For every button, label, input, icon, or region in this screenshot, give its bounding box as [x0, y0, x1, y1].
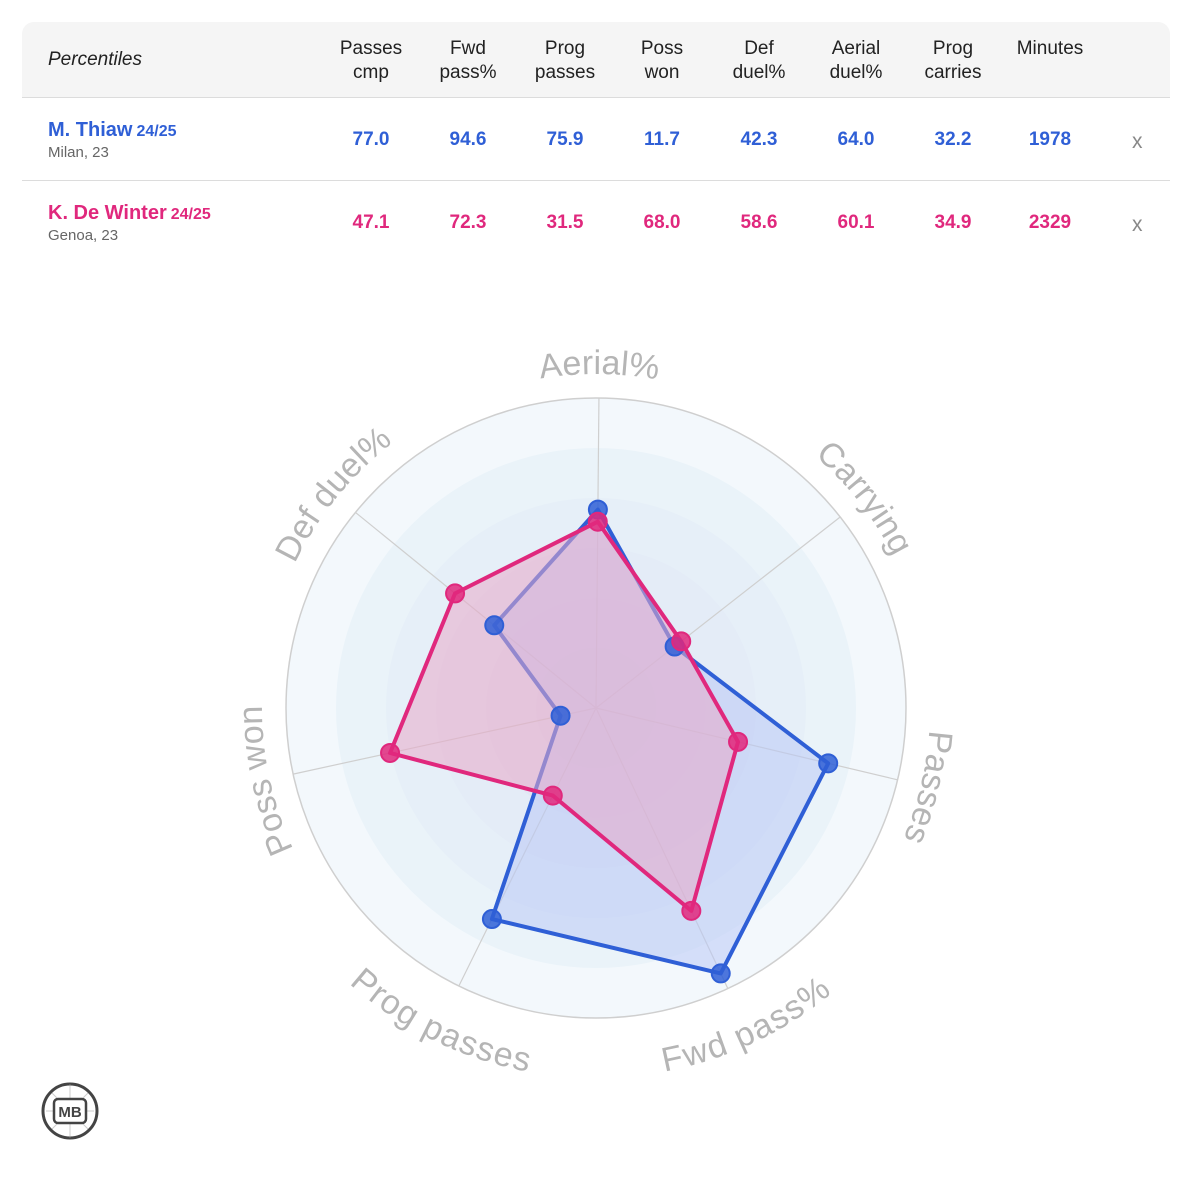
player-club: Genoa, 23	[48, 227, 119, 244]
column-header[interactable]: Passes cmp	[339, 38, 403, 83]
radar-outer-ring	[285, 397, 907, 1019]
axis-label: Passes	[896, 729, 959, 849]
player-row: M. Thiaw 24/25 Milan, 23 77.0 94.6 75.9 11.7 42…	[22, 98, 1170, 181]
data-point	[818, 753, 839, 774]
table-title: Percentiles	[48, 49, 142, 70]
player-club: Milan, 23	[48, 144, 109, 161]
stat-value: 64.0	[837, 129, 875, 150]
remove-player-button[interactable]: x	[1132, 130, 1143, 153]
data-point	[380, 742, 401, 763]
player-name[interactable]: K. De Winter 24/25	[48, 202, 211, 225]
stat-value: 72.3	[449, 212, 487, 233]
stat-value: 34.9	[934, 212, 972, 233]
stat-value: 1978	[1028, 129, 1072, 150]
column-header[interactable]: Aerial duel%	[829, 38, 883, 83]
column-header[interactable]: Minutes	[1016, 38, 1084, 59]
player-name-text: K. De Winter	[48, 202, 167, 224]
column-header[interactable]: Def duel%	[732, 38, 786, 83]
data-point	[728, 731, 749, 752]
percentiles-table: Percentiles Passes cmp Fwd pass% Prog passes P…	[22, 22, 1170, 263]
stat-value: 94.6	[449, 129, 487, 150]
data-point	[481, 909, 502, 930]
stat-value: 11.7	[644, 129, 680, 150]
data-point	[484, 615, 505, 636]
stat-value: 42.3	[740, 129, 778, 150]
player-name-text: M. Thiaw	[48, 119, 133, 141]
player-row: K. De Winter 24/25 Genoa, 23 47.1 72.3 31.5 68…	[22, 181, 1170, 263]
player-season: 24/25	[136, 123, 177, 140]
stat-value: 32.2	[934, 129, 972, 150]
mb-logo-icon: MB	[41, 1082, 99, 1140]
player-season: 24/25	[170, 206, 211, 223]
column-header[interactable]: Prog passes	[534, 38, 596, 83]
data-point	[710, 963, 731, 984]
axis-label: Aerial%	[536, 344, 662, 387]
remove-player-button[interactable]: x	[1132, 213, 1143, 236]
stat-value: 68.0	[643, 212, 681, 233]
stat-value: 60.1	[837, 212, 875, 233]
data-point	[671, 631, 692, 652]
stat-value: 58.6	[740, 212, 778, 233]
column-header[interactable]: Poss won	[640, 38, 684, 83]
stat-value: 31.5	[546, 212, 584, 233]
stat-value: 2329	[1028, 212, 1072, 233]
data-point	[550, 705, 571, 726]
data-point	[445, 583, 466, 604]
column-header[interactable]: Fwd pass%	[439, 38, 497, 83]
player-name[interactable]: M. Thiaw 24/25	[48, 119, 177, 142]
svg-text:MB: MB	[58, 1104, 81, 1121]
data-point	[542, 785, 563, 806]
stat-value: 75.9	[546, 129, 584, 150]
stat-value: 77.0	[352, 129, 390, 150]
data-point	[681, 900, 702, 921]
stat-value: 47.1	[352, 212, 390, 233]
data-point	[587, 511, 608, 532]
column-header[interactable]: Prog carries	[924, 38, 982, 83]
table-header: Percentiles Passes cmp Fwd pass% Prog passes P…	[22, 22, 1170, 98]
